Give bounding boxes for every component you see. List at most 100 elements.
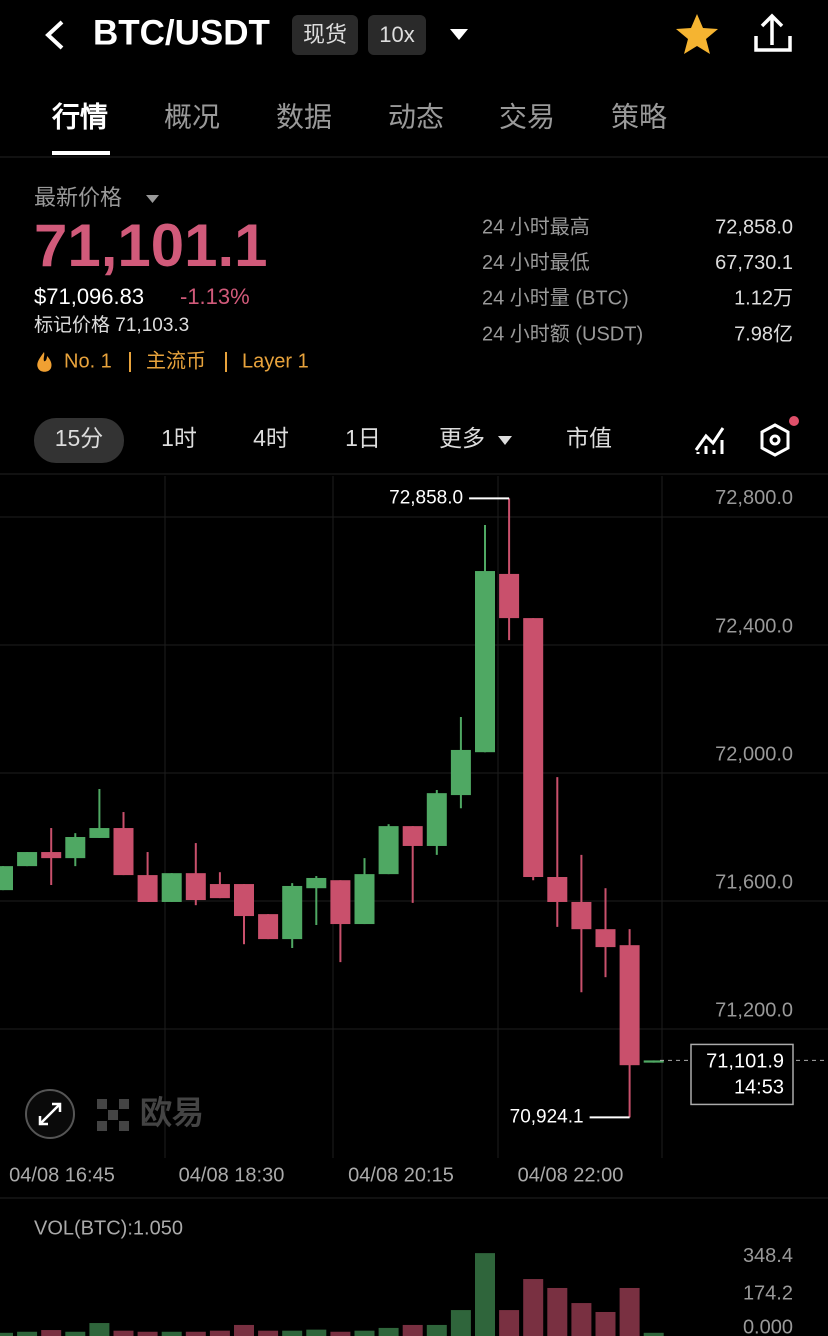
volume-bar [306, 1329, 327, 1336]
volume-bar [426, 1324, 447, 1336]
tag: 主流币 [146, 349, 206, 372]
interval[interactable]: 市值 [566, 425, 612, 451]
candle-body [113, 828, 134, 876]
star-icon[interactable] [676, 14, 718, 54]
tab[interactable]: 行情 [51, 100, 108, 132]
candle-body [450, 749, 471, 796]
y-tick-label: 72,800.0 [715, 487, 793, 509]
tab[interactable]: 概况 [164, 101, 220, 132]
interval[interactable]: 1时 [161, 425, 197, 451]
candle-body [137, 875, 158, 902]
interval[interactable]: 更多 [439, 425, 485, 451]
x-tick-label: 04/08 22:00 [518, 1164, 624, 1186]
stat-value: 1.12万 [734, 288, 793, 310]
volume-bar [185, 1331, 206, 1336]
candle-body [0, 866, 13, 891]
candle-body [234, 884, 254, 917]
candle-body [209, 884, 230, 899]
badge-bg [292, 15, 358, 55]
volume-bar [161, 1331, 182, 1336]
tab[interactable]: 交易 [499, 101, 555, 132]
candle-body [17, 852, 38, 867]
volume-bar [523, 1279, 544, 1336]
y-tick-label: 71,600.0 [715, 871, 793, 893]
volume-bar [89, 1323, 110, 1336]
volume-bar [643, 1332, 664, 1336]
volume-bar [354, 1330, 375, 1336]
stat-label: 24 小时最高 [482, 215, 590, 238]
candle-body [499, 573, 520, 619]
watermark: 欧易 [140, 1094, 204, 1130]
logo-mark [97, 1099, 129, 1131]
tab[interactable]: 策略 [611, 101, 667, 132]
volume-bar [17, 1331, 38, 1336]
volume-bar [499, 1310, 520, 1336]
last-price-box [690, 1043, 794, 1106]
candle-body [378, 826, 399, 875]
badge-bg [368, 15, 426, 55]
volume-bar [595, 1311, 616, 1336]
candle-body [258, 914, 279, 940]
tab[interactable]: 数据 [276, 101, 332, 132]
x-tick-label: 04/08 20:15 [348, 1164, 454, 1186]
settings-icon[interactable] [760, 423, 790, 457]
high-label: 72,858.0 [389, 487, 463, 508]
fire-icon [37, 352, 52, 372]
volume-bar [282, 1330, 303, 1336]
tag: No. 1 [64, 350, 112, 372]
volume-bar [378, 1327, 399, 1336]
candle-body [354, 874, 375, 925]
mark-price: 标记价格 71,103.3 [34, 314, 189, 336]
volume-bar [258, 1330, 279, 1336]
candle-body [426, 793, 447, 846]
candle-body [89, 828, 110, 838]
volume-bar [41, 1330, 62, 1336]
volume-bar [619, 1287, 640, 1336]
y-tick-label: 0.000 [743, 1316, 793, 1336]
interval[interactable]: 15分 [55, 425, 104, 451]
candle-body [595, 929, 616, 948]
stat-label: 24 小时额 (USDT) [482, 322, 643, 345]
stat-label: 24 小时量 (BTC) [482, 287, 629, 310]
y-tick-label: 348.4 [743, 1245, 793, 1267]
interval[interactable]: 1日 [345, 425, 381, 451]
interval[interactable]: 4时 [253, 425, 289, 451]
settings-icon-dot [769, 434, 781, 446]
back-icon[interactable] [45, 20, 64, 50]
candle-body [571, 901, 592, 930]
price-label: 最新价格 [34, 185, 122, 210]
change: -1.13% [180, 284, 250, 309]
stat-value: 72,858.0 [715, 216, 793, 238]
candle-body [41, 852, 62, 859]
y-tick-label: 72,000.0 [715, 743, 793, 765]
candle-body [65, 837, 86, 859]
badge: 10x [379, 22, 414, 47]
volume-bar [209, 1330, 230, 1336]
candle-body [161, 873, 182, 902]
volume-bar [571, 1303, 592, 1336]
candle-body [282, 885, 303, 940]
dropdown-icon[interactable] [498, 436, 512, 445]
share-icon[interactable] [754, 13, 792, 52]
pair-title: BTC/USDT [93, 13, 270, 52]
tag: Layer 1 [242, 350, 309, 372]
volume-bar [137, 1331, 158, 1336]
candle-body [547, 877, 568, 902]
candle-body [185, 873, 206, 901]
candle-body [643, 1060, 664, 1063]
y-tick-label: 72,400.0 [715, 615, 793, 637]
x-tick-label: 04/08 18:30 [179, 1164, 285, 1186]
volume-bar [113, 1330, 134, 1336]
tab-underline [52, 151, 110, 155]
volume-title: VOL(BTC):1.050 [34, 1217, 183, 1239]
dropdown-icon[interactable] [146, 195, 159, 203]
volume-bar [547, 1287, 568, 1336]
indicator-icon[interactable] [694, 427, 725, 454]
dropdown-icon[interactable] [450, 29, 468, 40]
candle-body [475, 571, 495, 753]
tab[interactable]: 动态 [388, 101, 444, 132]
interval-pill [34, 418, 124, 463]
stat-label: 24 小时最低 [482, 251, 590, 274]
volume-bar [450, 1310, 471, 1336]
